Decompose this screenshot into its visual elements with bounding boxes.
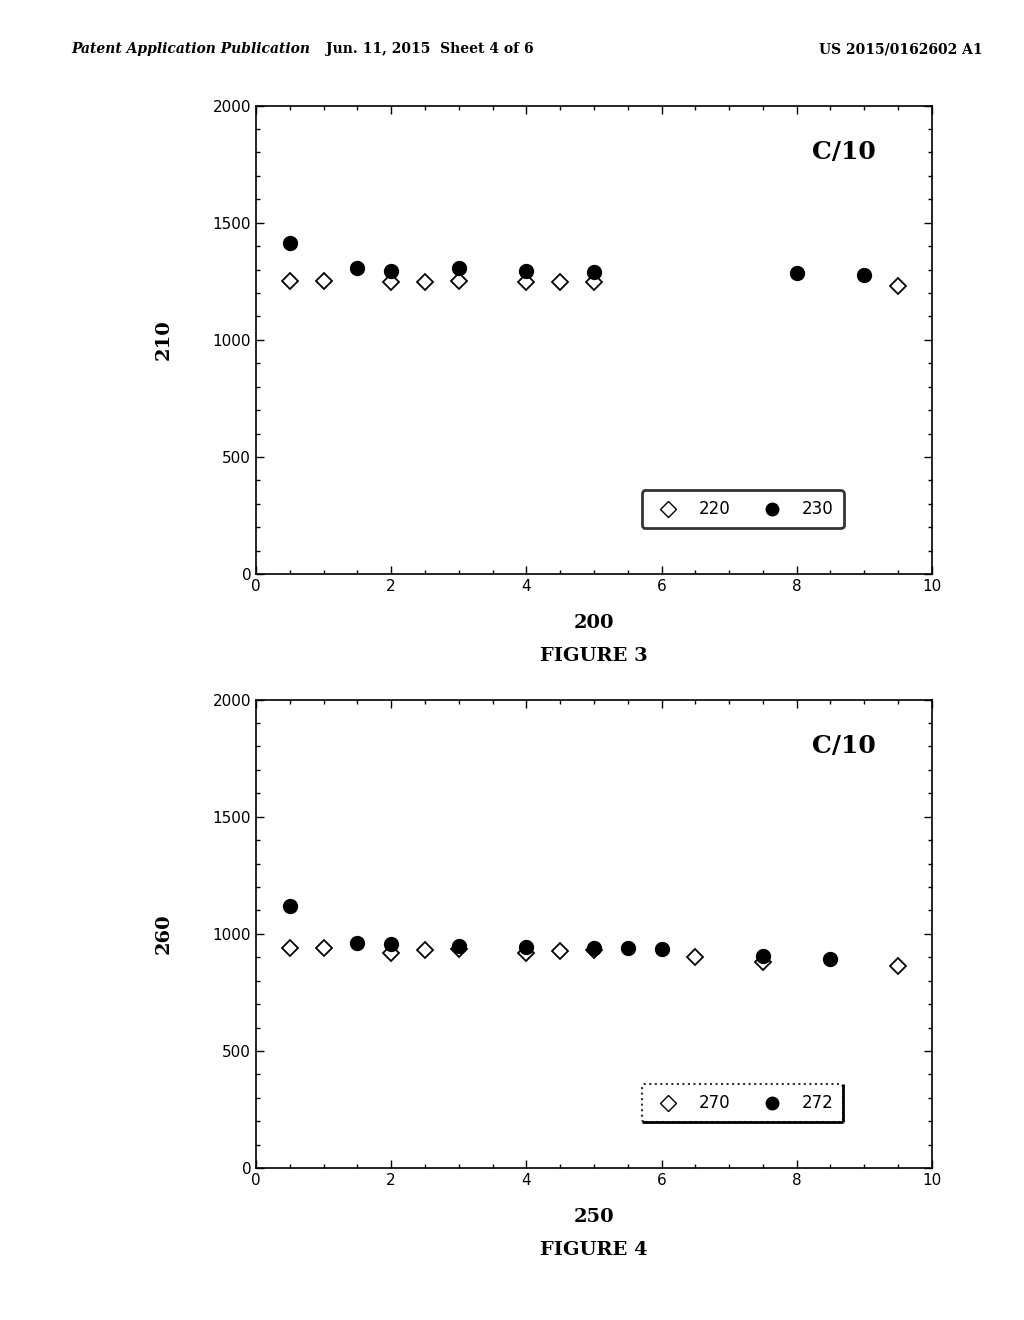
Text: 210: 210: [155, 319, 173, 360]
Text: FIGURE 4: FIGURE 4: [540, 1241, 648, 1259]
Text: US 2015/0162602 A1: US 2015/0162602 A1: [819, 42, 983, 57]
Text: Patent Application Publication: Patent Application Publication: [72, 42, 310, 57]
Text: FIGURE 3: FIGURE 3: [540, 647, 648, 665]
Legend: 270, 272: 270, 272: [642, 1084, 844, 1122]
Text: C/10: C/10: [812, 734, 876, 759]
Text: C/10: C/10: [812, 140, 876, 165]
Text: 250: 250: [573, 1208, 614, 1226]
Text: 200: 200: [573, 614, 614, 632]
Text: Jun. 11, 2015  Sheet 4 of 6: Jun. 11, 2015 Sheet 4 of 6: [327, 42, 534, 57]
Legend: 220, 230: 220, 230: [642, 490, 844, 528]
Text: 260: 260: [155, 913, 173, 954]
